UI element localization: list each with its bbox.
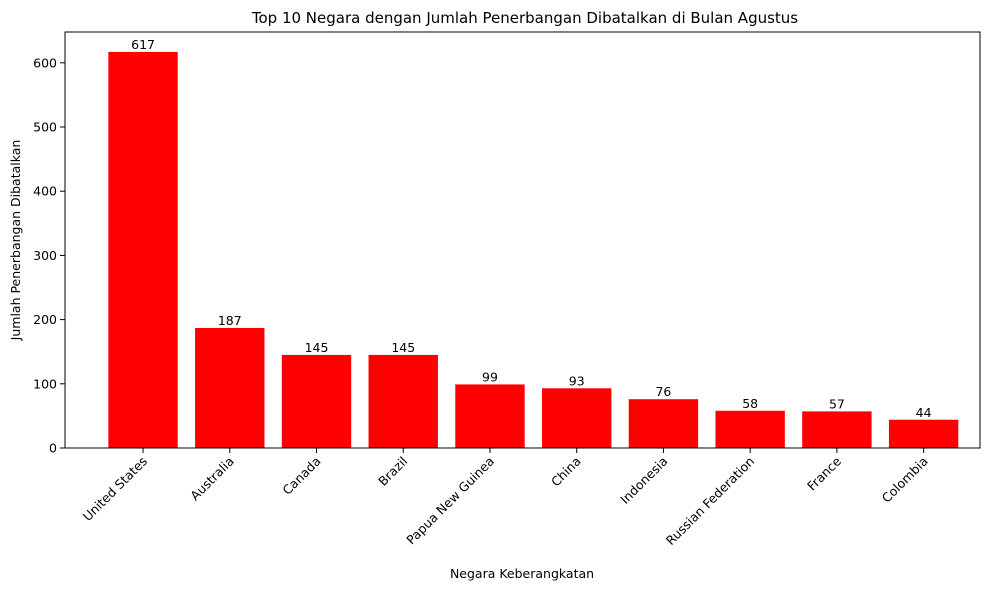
x-tick-label: Australia [187,454,237,504]
y-tick-label: 500 [33,120,57,135]
y-axis-label: Jumlah Penerbangan Dibatalkan [8,140,23,342]
y-tick-label: 0 [49,441,57,456]
bar [195,327,265,448]
x-tick-label: Russian Federation [663,454,758,549]
y-tick-label: 600 [33,55,57,70]
bar [802,411,872,448]
plot-frame [64,31,981,449]
x-tick-label: Papua New Guinea [403,454,497,548]
data-label: 93 [569,373,585,388]
bar [628,399,699,448]
y-tick-label: 300 [33,248,57,263]
x-tick-label: Canada [279,454,323,498]
plot-area: 617 187 145 145 99 93 76 58 57 44 0 100 200 300 400 500… [33,31,981,549]
data-label: 57 [829,396,845,411]
x-tick-label: Colombia [879,454,931,506]
bar [281,354,352,448]
chart-title: Top 10 Negara dengan Jumlah Penerbangan … [251,9,798,27]
x-tick-label: Brazil [375,454,410,489]
bar [542,388,612,448]
bar [108,51,178,449]
x-tick-label: France [804,453,844,493]
data-label: 99 [482,369,498,384]
data-label: 145 [305,340,329,355]
bar [455,384,525,448]
x-axis-label: Negara Keberangkatan [450,566,594,581]
x-tick-label: China [548,454,584,490]
data-label: 187 [218,313,242,328]
data-label: 145 [391,340,415,355]
bar [368,354,438,448]
y-tick-label: 200 [33,312,57,327]
y-tick-label: 100 [33,376,57,391]
y-tick-label: 400 [33,184,57,199]
x-tick-label: Indonesia [617,454,670,507]
x-tick-label: United States [80,454,150,524]
data-label: 58 [742,396,758,411]
bar [715,410,785,448]
data-label: 76 [655,384,671,399]
bar [888,419,959,448]
data-label: 44 [916,405,932,420]
data-label: 617 [131,37,155,52]
